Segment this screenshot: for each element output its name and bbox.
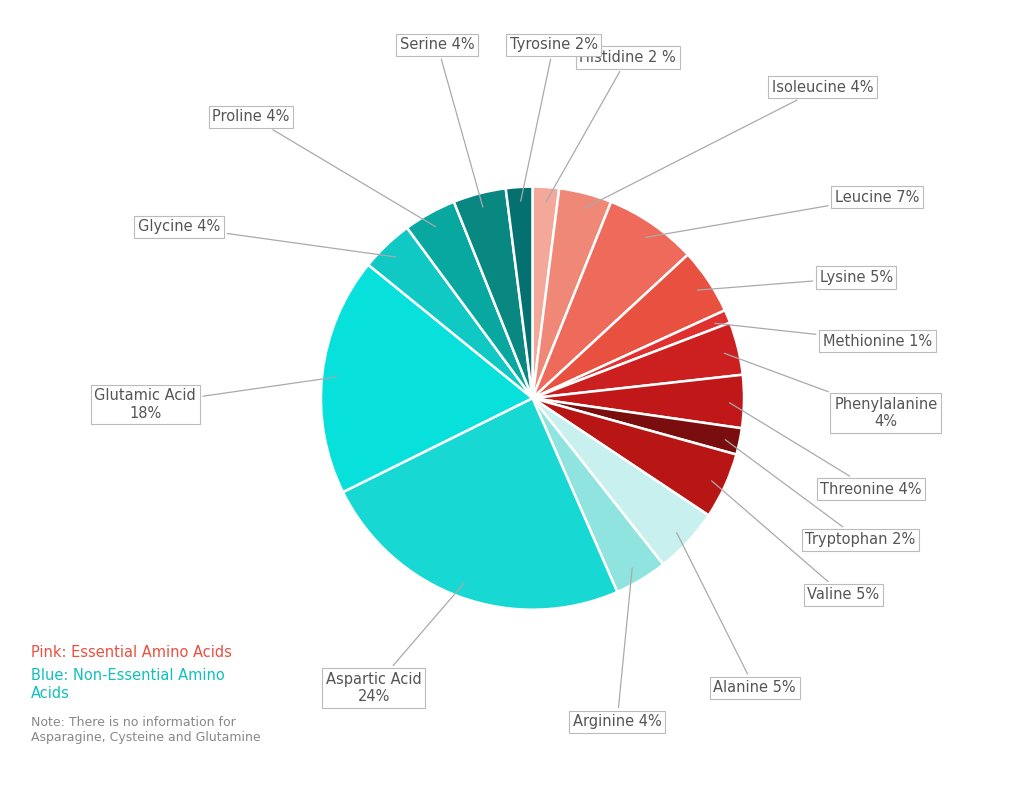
Wedge shape bbox=[532, 187, 559, 398]
Text: Histidine 2 %: Histidine 2 % bbox=[546, 50, 676, 202]
Text: Proline 4%: Proline 4% bbox=[212, 109, 435, 227]
Wedge shape bbox=[532, 375, 744, 428]
Text: Valine 5%: Valine 5% bbox=[712, 481, 880, 603]
Text: Phenylalanine
4%: Phenylalanine 4% bbox=[724, 354, 937, 430]
Wedge shape bbox=[408, 202, 532, 398]
Wedge shape bbox=[532, 398, 664, 592]
Text: Arginine 4%: Arginine 4% bbox=[572, 568, 662, 729]
Text: Aspartic Acid
24%: Aspartic Acid 24% bbox=[326, 583, 464, 704]
Wedge shape bbox=[532, 188, 611, 398]
Text: Tyrosine 2%: Tyrosine 2% bbox=[510, 37, 598, 201]
Text: Tryptophan 2%: Tryptophan 2% bbox=[725, 440, 915, 547]
Wedge shape bbox=[506, 187, 532, 398]
Text: Alanine 5%: Alanine 5% bbox=[677, 532, 796, 695]
Text: Leucine 7%: Leucine 7% bbox=[645, 190, 920, 237]
Text: Serine 4%: Serine 4% bbox=[400, 37, 483, 207]
Wedge shape bbox=[454, 188, 532, 398]
Wedge shape bbox=[369, 228, 532, 398]
Text: Methionine 1%: Methionine 1% bbox=[715, 324, 932, 349]
Wedge shape bbox=[532, 398, 709, 565]
Text: Blue: Non-Essential Amino
Acids: Blue: Non-Essential Amino Acids bbox=[31, 668, 224, 701]
Wedge shape bbox=[532, 202, 688, 398]
Wedge shape bbox=[321, 265, 532, 492]
Text: Pink: Essential Amino Acids: Pink: Essential Amino Acids bbox=[31, 645, 231, 660]
Wedge shape bbox=[343, 398, 617, 610]
Wedge shape bbox=[532, 255, 725, 398]
Wedge shape bbox=[532, 310, 730, 398]
Text: Glutamic Acid
18%: Glutamic Acid 18% bbox=[94, 377, 336, 421]
Wedge shape bbox=[532, 398, 741, 455]
Wedge shape bbox=[532, 398, 736, 516]
Text: Threonine 4%: Threonine 4% bbox=[729, 403, 922, 497]
Text: Isoleucine 4%: Isoleucine 4% bbox=[584, 80, 873, 209]
Wedge shape bbox=[532, 323, 742, 398]
Text: Lysine 5%: Lysine 5% bbox=[697, 270, 893, 290]
Text: Glycine 4%: Glycine 4% bbox=[138, 219, 395, 257]
Text: Note: There is no information for
Asparagine, Cysteine and Glutamine: Note: There is no information for Aspara… bbox=[31, 716, 260, 744]
